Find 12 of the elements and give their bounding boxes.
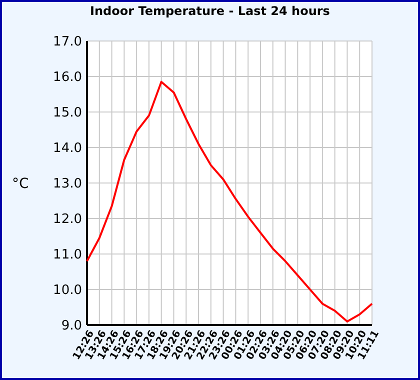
y-tick-label: 14.0 [53, 141, 82, 156]
y-axis-title: °C [12, 176, 29, 192]
y-tick-label: 13.0 [53, 176, 82, 192]
y-tick-label: 15.0 [53, 106, 82, 121]
y-tick-label: 11.0 [53, 248, 82, 263]
line-series [86, 80, 373, 322]
y-tick-label: 10.0 [53, 283, 82, 298]
y-tick-label: 16.0 [53, 70, 82, 86]
y-tick-label: 9.0 [61, 318, 82, 334]
y-tick-label: 17.0 [53, 34, 82, 50]
y-tick-label: 12.0 [53, 212, 82, 228]
chart-title: Indoor Temperature - Last 24 hours [90, 4, 330, 18]
